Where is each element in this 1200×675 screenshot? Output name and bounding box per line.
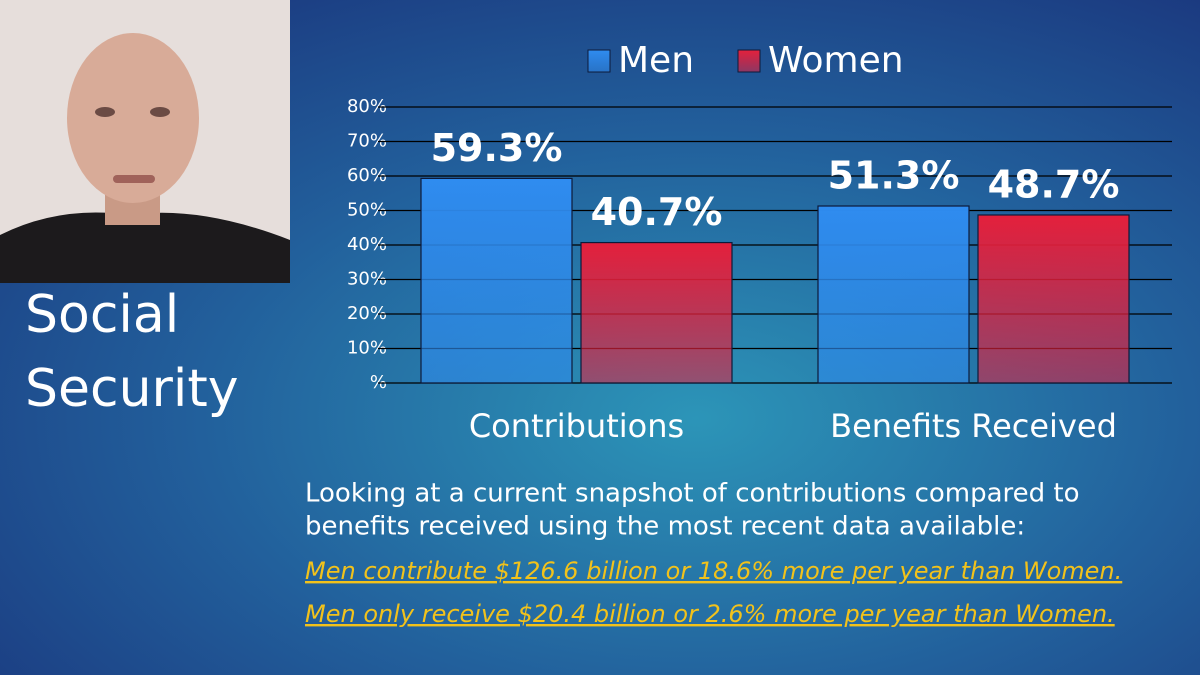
y-tick-label: 50% [347, 200, 387, 221]
legend-label: Women [768, 40, 904, 81]
legend-swatch [737, 49, 761, 73]
legend-label: Men [618, 40, 694, 81]
description-line: benefits received using the most recent … [305, 512, 1025, 542]
link[interactable]: Men contribute $126.6 billion or 18.6% m… [305, 557, 1122, 585]
heading-line: Security [25, 359, 239, 419]
description-line: Looking at a current snapshot of contrib… [305, 479, 1080, 509]
y-tick-label: 80% [347, 96, 387, 117]
y-tick-label: 10% [347, 338, 387, 359]
webcam [0, 0, 290, 283]
legend-swatch [587, 49, 611, 73]
bar [580, 241, 733, 384]
bar [977, 214, 1130, 384]
data-label: 51.3% [828, 154, 960, 198]
heading-line: Social [25, 285, 179, 345]
y-tick-label: 70% [347, 131, 387, 152]
data-label: 59.3% [431, 126, 563, 170]
y-tick-label: 60% [347, 165, 387, 186]
x-tick-label: Benefits Received [830, 407, 1117, 445]
bar [817, 205, 970, 384]
y-tick-label: 40% [347, 234, 387, 255]
data-label: 48.7% [988, 162, 1120, 206]
x-tick-label: Contributions [469, 407, 684, 445]
bar [420, 177, 573, 384]
y-tick-label: 30% [347, 269, 387, 290]
y-tick-label: 20% [347, 303, 387, 324]
link[interactable]: Men only receive $20.4 billion or 2.6% m… [305, 600, 1115, 628]
data-label: 40.7% [591, 190, 723, 234]
